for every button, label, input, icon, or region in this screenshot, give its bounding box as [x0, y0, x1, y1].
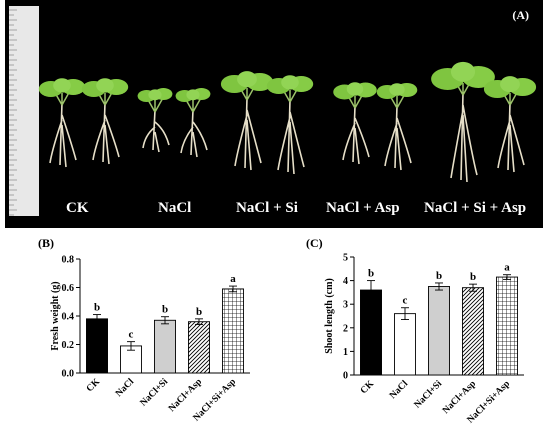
seedling-leaf — [186, 89, 200, 101]
x-tick-label: NaCl+Si — [139, 377, 171, 409]
bar — [86, 318, 108, 374]
y-tick-label: 2 — [343, 323, 348, 334]
seedling-root — [92, 102, 120, 165]
chart-b-fresh-weight: (B) 0.0 0.2 0.4 0.6 0.8 Fresh weight (g) b CK c Na… — [0, 233, 270, 430]
significance-letter: b — [470, 271, 476, 283]
seedling-root — [180, 109, 208, 158]
x-tick-label: CK — [85, 377, 103, 395]
treatment-label-nacl-si-asp: NaCl + Si + Asp — [424, 200, 527, 216]
bar — [394, 313, 416, 376]
y-axis-label: Shoot length (cm) — [324, 278, 335, 354]
seedling-root — [450, 92, 478, 183]
seedling — [81, 78, 129, 165]
y-tick-label: 0.6 — [62, 283, 75, 294]
bar — [154, 319, 176, 374]
y-tick-label: 5 — [343, 253, 348, 264]
bar — [462, 287, 484, 376]
x-tick-label: CK — [359, 379, 377, 397]
treatment-label-nacl: NaCl — [158, 200, 192, 216]
y-tick-label: 0.0 — [62, 369, 75, 380]
seedling — [266, 75, 314, 175]
significance-letter: b — [196, 306, 202, 318]
ruler-ticks — [9, 9, 17, 216]
panel-label: (B) — [38, 236, 54, 250]
seedling — [376, 83, 418, 171]
seedling-photo-panel: (A) — [5, 0, 543, 228]
bar — [428, 286, 450, 376]
seedling-photo-drawing — [9, 6, 537, 216]
bar — [360, 289, 382, 376]
seedling-leaf — [96, 78, 114, 93]
seedling-root — [142, 109, 170, 153]
seedling-leaf — [148, 89, 162, 101]
y-tick-label: 0.2 — [62, 340, 75, 351]
y-tick-label: 1 — [343, 347, 348, 358]
seedling-leaf — [450, 61, 476, 82]
panel-label-a: (A) — [512, 8, 529, 22]
y-tick-label: 3 — [343, 300, 348, 311]
ruler — [9, 6, 39, 216]
seedling-leaf — [281, 75, 299, 90]
significance-letter: b — [94, 302, 100, 314]
seedling-root — [49, 102, 77, 168]
significance-letter: a — [230, 273, 236, 285]
treatment-label-ck: CK — [66, 200, 89, 216]
y-tick-label: 0 — [343, 371, 348, 382]
seedling-leaf — [237, 71, 257, 88]
y-tick-label: 0.4 — [62, 312, 75, 323]
significance-letter: b — [436, 270, 442, 282]
seedling — [483, 76, 537, 173]
seedling — [175, 88, 211, 158]
seedling-root — [497, 102, 525, 173]
seedling-leaf — [53, 78, 71, 93]
chart-b-svg: (B) 0.0 0.2 0.4 0.6 0.8 Fresh weight (g) b CK c Na… — [38, 236, 250, 424]
seedling-root — [277, 99, 305, 175]
y-axis-label: Fresh weight (g) — [50, 281, 61, 350]
significance-letter: c — [129, 329, 134, 341]
y-tick-label: 0.8 — [62, 255, 75, 266]
seedling — [137, 88, 173, 153]
seedling — [431, 61, 495, 183]
x-tick-label: NaCl — [114, 377, 136, 399]
seedling — [38, 78, 86, 168]
panel-label: (C) — [306, 236, 323, 250]
seedling-leaf — [389, 83, 405, 96]
significance-letter: b — [368, 268, 374, 280]
seedling-leaf — [346, 82, 364, 96]
seedling-root — [342, 105, 370, 165]
seedling-root — [384, 105, 412, 171]
chart-c-shoot-length: (C) 0 1 2 3 4 5 Shoot length (cm) b CK c NaCl b NaCl+… — [282, 233, 544, 430]
seedling — [333, 82, 377, 165]
seedling-root — [234, 97, 262, 171]
treatment-label-nacl-asp: NaCl + Asp — [326, 200, 400, 216]
x-tick-label: NaCl+Si — [413, 379, 445, 411]
seedling — [220, 71, 274, 171]
bar — [496, 276, 518, 376]
chart-c-svg: (C) 0 1 2 3 4 5 Shoot length (cm) b CK c NaCl b NaCl+… — [306, 236, 524, 426]
y-tick-label: 4 — [343, 276, 348, 287]
treatment-label-nacl-si: NaCl + Si — [236, 200, 298, 216]
seedling-plants — [38, 61, 537, 183]
significance-letter: a — [504, 262, 510, 274]
seedling-leaf — [500, 76, 520, 93]
x-tick-label: NaCl — [388, 379, 410, 401]
significance-letter: b — [162, 304, 168, 316]
significance-letter: c — [403, 295, 408, 307]
bar — [188, 321, 210, 374]
bar — [222, 288, 244, 374]
